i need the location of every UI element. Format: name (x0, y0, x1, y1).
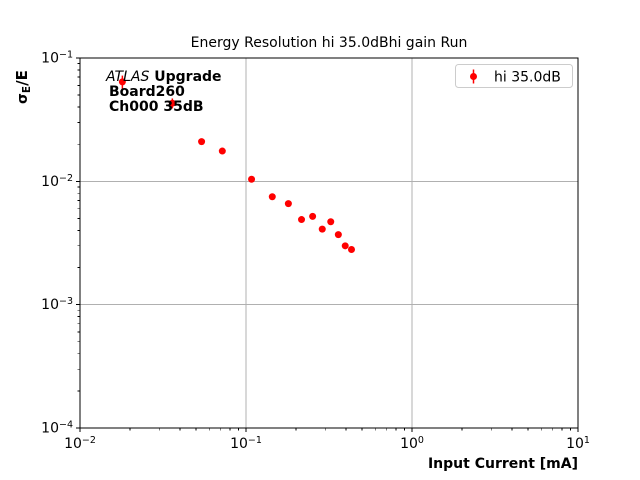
data-point (327, 218, 335, 226)
data-point (298, 216, 306, 224)
grid-layer (80, 58, 578, 428)
y-axis-label: σE/E (13, 70, 33, 104)
axes-frame (79, 57, 579, 429)
legend: hi 35.0dB (455, 64, 573, 88)
y-tick-label: 10−4 (41, 420, 73, 437)
data-point (198, 138, 206, 146)
legend-box (455, 64, 573, 88)
x-tick-label: 10−1 (230, 435, 262, 452)
y-tick-label: 10−2 (41, 173, 73, 190)
y-tick-label: 10−1 (41, 50, 73, 67)
x-tick-label: 10−2 (64, 435, 96, 452)
data-point (268, 193, 276, 201)
chart-title: Energy Resolution hi 35.0dBhi gain Run (191, 35, 468, 51)
errorbar-marker-icon (470, 69, 477, 84)
legend-marker-dot (470, 73, 477, 80)
data-point (341, 242, 349, 250)
y-tick-label: 10−3 (41, 296, 73, 313)
data-point (318, 225, 326, 233)
data-series-layer (118, 75, 355, 254)
data-point (334, 231, 342, 239)
data-point (248, 175, 256, 183)
data-point (309, 212, 317, 220)
x-tick-label: 100 (400, 435, 424, 452)
x-tick-label: 101 (566, 435, 590, 452)
annotation-line-1: ATLAS Upgrade (105, 69, 222, 85)
data-point (218, 147, 226, 155)
data-point (284, 200, 292, 208)
data-point (168, 99, 176, 107)
data-point (347, 246, 355, 254)
annotation-line-2: Board260 (109, 84, 185, 100)
x-axis-label: Input Current [mA] (428, 456, 578, 472)
tick-label-layer: 10−2 10−1 100 101 10−1 10−2 10−3 10−4 (41, 50, 590, 453)
annotation-line-3: Ch000 35dB (109, 99, 204, 115)
data-point (118, 78, 126, 86)
legend-label: hi 35.0dB (494, 70, 561, 86)
